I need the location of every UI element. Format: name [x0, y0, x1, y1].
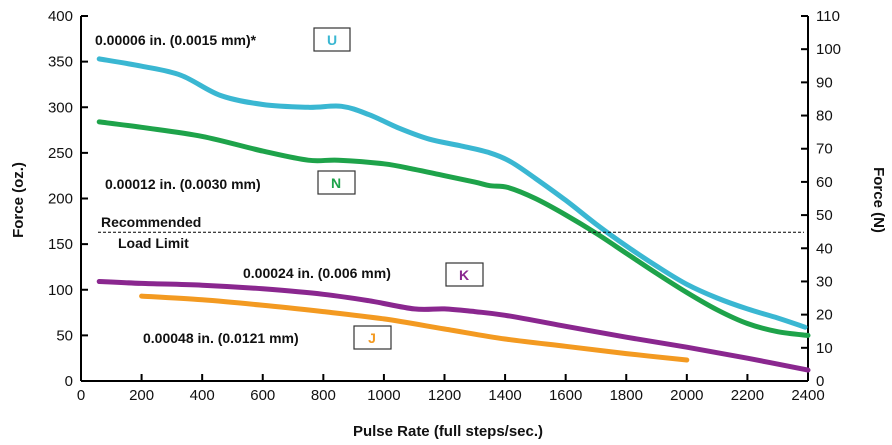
x-tick-label: 800 [311, 387, 336, 404]
series-label-j: 0.00048 in. (0.0121 mm) [143, 330, 299, 346]
series-tag-n: N [331, 175, 341, 191]
recommended-load-limit: Recommended Load Limit [98, 214, 804, 251]
y-tick-label-left: 350 [48, 54, 73, 71]
x-tick-label: 2200 [731, 387, 764, 404]
series-tag-box-n [317, 170, 356, 195]
y-tick-label-right: 10 [816, 340, 833, 357]
series-label-k: 0.00024 in. (0.006 mm) [243, 265, 391, 281]
y-tick-label-right: 30 [816, 273, 833, 290]
y-tick-label-left: 250 [48, 145, 73, 162]
y-tick-label-left: 400 [48, 8, 73, 25]
x-tick-label: 0 [77, 387, 85, 404]
y-tick-label-right: 0 [816, 373, 824, 390]
axes [80, 16, 809, 382]
y-tick-label-right: 70 [816, 141, 833, 158]
y-tick-label-left: 200 [48, 191, 73, 208]
series-line-n [96, 119, 811, 338]
y-tick-label-left: 100 [48, 282, 73, 299]
y-tick-label-left: 300 [48, 99, 73, 116]
y-tick-label-right: 100 [816, 41, 841, 58]
x-tick-label: 400 [190, 387, 215, 404]
series-label-n: 0.00012 in. (0.0030 mm) [105, 176, 261, 192]
series-line-j [139, 293, 690, 363]
x-tick-label: 1000 [367, 387, 400, 404]
series-labels: 0.00006 in. (0.0015 mm)* U 0.00012 in. (… [95, 27, 484, 350]
load-limit-label-line1: Recommended [101, 214, 201, 230]
series-lines [96, 56, 811, 373]
y-tick-label-right: 80 [816, 108, 833, 125]
y-axis-title-left: Force (oz.) [10, 162, 27, 238]
y-tick-label-left: 50 [56, 327, 73, 344]
series-label-u: 0.00006 in. (0.0015 mm)* [95, 32, 257, 48]
y-tick-label-left: 0 [65, 373, 73, 390]
load-limit-label-line2: Load Limit [118, 235, 189, 251]
series-line-u [96, 56, 808, 330]
y-tick-label-left: 150 [48, 236, 73, 253]
x-tick-label: 1200 [428, 387, 461, 404]
x-tick-label: 2000 [670, 387, 703, 404]
x-axis-title: Pulse Rate (full steps/sec.) [353, 423, 543, 440]
series-tag-box-u [313, 27, 351, 52]
y-axis-title-right: Force (N) [870, 167, 887, 233]
x-tick-label: 1400 [488, 387, 521, 404]
y-tick-label-right: 50 [816, 207, 833, 224]
y-tick-label-right: 20 [816, 307, 833, 324]
ticks: 0 200 400 600 800 1000 1200 1400 1600 1800 2000 220… [48, 8, 841, 404]
series-tag-j: J [368, 330, 376, 346]
x-tick-label: 200 [129, 387, 154, 404]
y-tick-label-right: 60 [816, 174, 833, 191]
series-tag-u: U [327, 32, 337, 48]
y-tick-label-right: 110 [816, 8, 840, 25]
series-tag-k: K [459, 267, 469, 283]
series-tag-box-k [445, 262, 484, 287]
x-tick-label: 2400 [791, 387, 824, 404]
x-tick-label: 600 [250, 387, 275, 404]
y-tick-label-right: 40 [816, 240, 833, 257]
x-tick-label: 1600 [549, 387, 582, 404]
y-tick-label-right: 90 [816, 74, 833, 91]
series-tag-box-j [353, 325, 392, 350]
series-line-k [96, 279, 811, 373]
x-tick-label: 1800 [610, 387, 643, 404]
